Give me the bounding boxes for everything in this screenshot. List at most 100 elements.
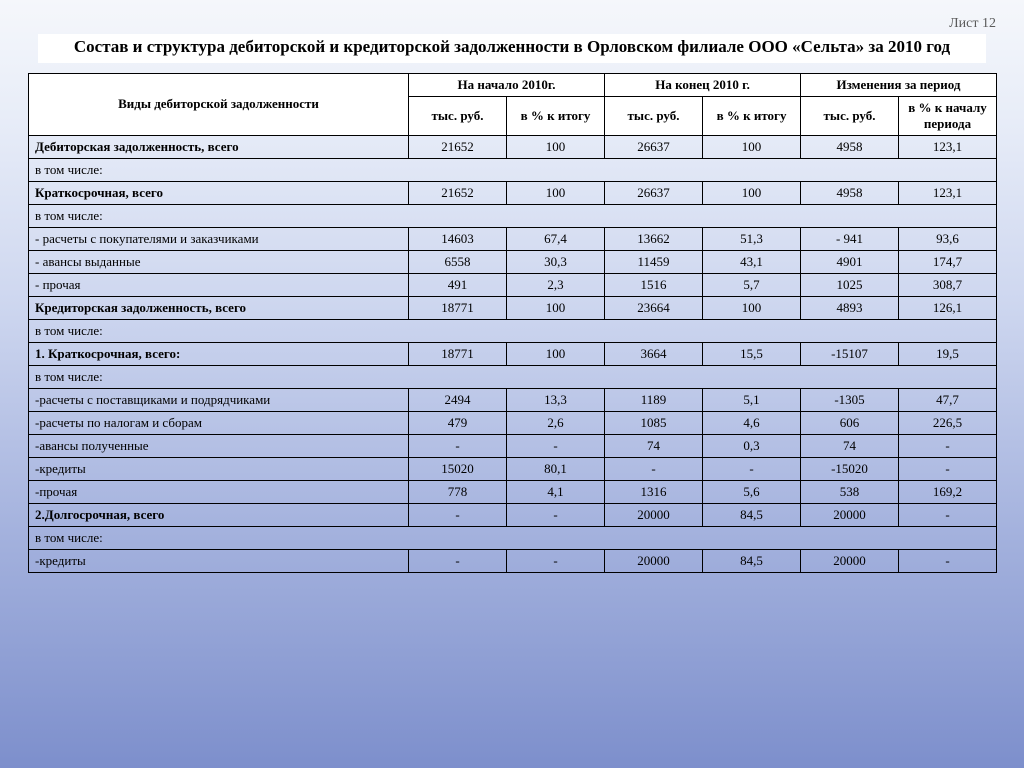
cell: 174,7 xyxy=(899,250,997,273)
row-label: -прочая xyxy=(29,480,409,503)
row-label: - расчеты с покупателями и заказчиками xyxy=(29,227,409,250)
cell: 51,3 xyxy=(703,227,801,250)
cell: 1025 xyxy=(801,273,899,296)
row-label: -авансы полученные xyxy=(29,434,409,457)
page: Лист 12 Состав и структура дебиторской и… xyxy=(0,0,1024,573)
cell: 4958 xyxy=(801,135,899,158)
cell: 84,5 xyxy=(703,503,801,526)
cell: 100 xyxy=(507,135,605,158)
cell: 100 xyxy=(507,181,605,204)
cell: 778 xyxy=(409,480,507,503)
cell: 2494 xyxy=(409,388,507,411)
row-label: в том числе: xyxy=(29,365,997,388)
cell: 5,1 xyxy=(703,388,801,411)
cell: 26637 xyxy=(605,181,703,204)
cell: 6558 xyxy=(409,250,507,273)
cell: 479 xyxy=(409,411,507,434)
table-row: -расчеты по налогам и сборам4792,610854,… xyxy=(29,411,997,434)
cell: - xyxy=(409,434,507,457)
table-row: -кредиты--2000084,520000- xyxy=(29,549,997,572)
row-label: 1. Краткосрочная, всего: xyxy=(29,342,409,365)
row-label: 2.Долгосрочная, всего xyxy=(29,503,409,526)
cell: 5,7 xyxy=(703,273,801,296)
cell: 126,1 xyxy=(899,296,997,319)
cell: 123,1 xyxy=(899,135,997,158)
table-row: в том числе: xyxy=(29,319,997,342)
cell: 491 xyxy=(409,273,507,296)
cell: 20000 xyxy=(605,549,703,572)
row-label: Кредиторская задолженность, всего xyxy=(29,296,409,319)
row-label: Краткосрочная, всего xyxy=(29,181,409,204)
col-sub-start-pct: в % к итогу xyxy=(507,96,605,135)
cell: 20000 xyxy=(605,503,703,526)
row-label: - авансы выданные xyxy=(29,250,409,273)
cell: 67,4 xyxy=(507,227,605,250)
cell: 2,6 xyxy=(507,411,605,434)
cell: 74 xyxy=(605,434,703,457)
table-row: Краткосрочная, всего21652100266371004958… xyxy=(29,181,997,204)
cell: 74 xyxy=(801,434,899,457)
cell: 19,5 xyxy=(899,342,997,365)
cell: 0,3 xyxy=(703,434,801,457)
table-row: в том числе: xyxy=(29,158,997,181)
table-row: в том числе: xyxy=(29,365,997,388)
cell: 93,6 xyxy=(899,227,997,250)
cell: -15020 xyxy=(801,457,899,480)
page-title: Состав и структура дебиторской и кредито… xyxy=(46,36,978,59)
cell: - xyxy=(899,503,997,526)
cell: 169,2 xyxy=(899,480,997,503)
col-sub-end-rub: тыс. руб. xyxy=(605,96,703,135)
cell: 14603 xyxy=(409,227,507,250)
table-row: -прочая7784,113165,6538169,2 xyxy=(29,480,997,503)
cell: - xyxy=(507,503,605,526)
cell: - xyxy=(899,549,997,572)
debt-table: Виды дебиторской задолженности На начало… xyxy=(28,73,997,573)
cell: 21652 xyxy=(409,135,507,158)
cell: 123,1 xyxy=(899,181,997,204)
row-label: -кредиты xyxy=(29,549,409,572)
row-label: Дебиторская задолженность, всего xyxy=(29,135,409,158)
cell: 13,3 xyxy=(507,388,605,411)
cell: 4,6 xyxy=(703,411,801,434)
cell: 20000 xyxy=(801,549,899,572)
cell: 4958 xyxy=(801,181,899,204)
table-row: -кредиты1502080,1---15020- xyxy=(29,457,997,480)
cell: 538 xyxy=(801,480,899,503)
col-sub-change-pct: в % к началу периода xyxy=(899,96,997,135)
cell: 606 xyxy=(801,411,899,434)
cell: - xyxy=(605,457,703,480)
cell: 20000 xyxy=(801,503,899,526)
cell: 100 xyxy=(507,296,605,319)
row-label: в том числе: xyxy=(29,526,997,549)
cell: 4893 xyxy=(801,296,899,319)
cell: 100 xyxy=(507,342,605,365)
col-sub-end-pct: в % к итогу xyxy=(703,96,801,135)
row-label: в том числе: xyxy=(29,319,997,342)
cell: 18771 xyxy=(409,342,507,365)
cell: - xyxy=(899,457,997,480)
cell: -15107 xyxy=(801,342,899,365)
cell: 100 xyxy=(703,135,801,158)
cell: - xyxy=(409,549,507,572)
table-row: Дебиторская задолженность, всего21652100… xyxy=(29,135,997,158)
table-row: Кредиторская задолженность, всего1877110… xyxy=(29,296,997,319)
cell: 11459 xyxy=(605,250,703,273)
cell: 1085 xyxy=(605,411,703,434)
table-row: -авансы полученные--740,374- xyxy=(29,434,997,457)
row-label: - прочая xyxy=(29,273,409,296)
cell: 1316 xyxy=(605,480,703,503)
table-row: - авансы выданные655830,31145943,1490117… xyxy=(29,250,997,273)
table-row: -расчеты с поставщиками и подрядчиками24… xyxy=(29,388,997,411)
cell: - xyxy=(507,549,605,572)
col-group-start: На начало 2010г. xyxy=(409,73,605,96)
cell: 4,1 xyxy=(507,480,605,503)
cell: 23664 xyxy=(605,296,703,319)
col-header-label: Виды дебиторской задолженности xyxy=(29,73,409,135)
cell: 3664 xyxy=(605,342,703,365)
cell: 15020 xyxy=(409,457,507,480)
cell: 308,7 xyxy=(899,273,997,296)
cell: 84,5 xyxy=(703,549,801,572)
cell: 1516 xyxy=(605,273,703,296)
title-container: Состав и структура дебиторской и кредито… xyxy=(38,34,986,63)
table-body: Дебиторская задолженность, всего21652100… xyxy=(29,135,997,572)
